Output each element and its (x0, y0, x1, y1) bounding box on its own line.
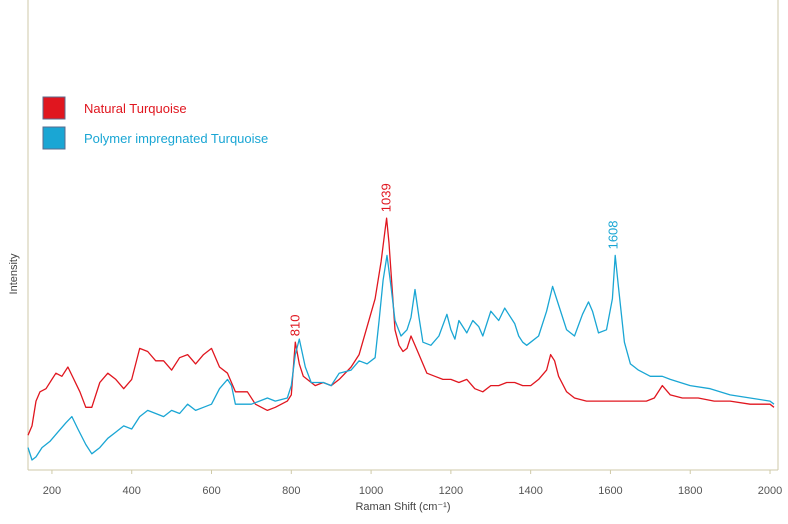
series-layer (27, 217, 775, 461)
y-axis-title: Intensity (8, 253, 20, 294)
x-tick-label: 800 (282, 485, 300, 497)
x-tick-label: 2000 (758, 485, 782, 497)
x-tick-label: 1600 (598, 485, 622, 497)
series-line-natural (27, 217, 775, 436)
legend-label: Polymer impregnated Turquoise (84, 131, 268, 146)
x-tick-label: 1200 (439, 485, 463, 497)
x-axis-title: Raman Shift (cm⁻¹) (355, 501, 450, 513)
x-tick-label: 1000 (359, 485, 383, 497)
peak-label-1608: 1608 (606, 220, 621, 249)
peak-label-810: 810 (287, 314, 302, 336)
chart-axes: 200 400 600 800 1000 1200 1400 1600 1800 2000 (27, 0, 782, 497)
x-tick-label: 1400 (518, 485, 542, 497)
legend-swatch (42, 96, 66, 120)
legend-label: Natural Turquoise (84, 101, 187, 116)
x-tick-label: 200 (43, 485, 61, 497)
legend-swatch (42, 126, 66, 150)
x-tick-label: 1800 (678, 485, 702, 497)
peak-annotations: 810 1039 1608 (287, 183, 620, 336)
x-tick-label: 600 (202, 485, 220, 497)
peak-label-1039: 1039 (379, 183, 394, 212)
legend: Natural Turquoise Polymer impregnated Tur… (42, 96, 268, 150)
x-tick-label: 400 (123, 485, 141, 497)
series-line-polymer (27, 254, 775, 461)
